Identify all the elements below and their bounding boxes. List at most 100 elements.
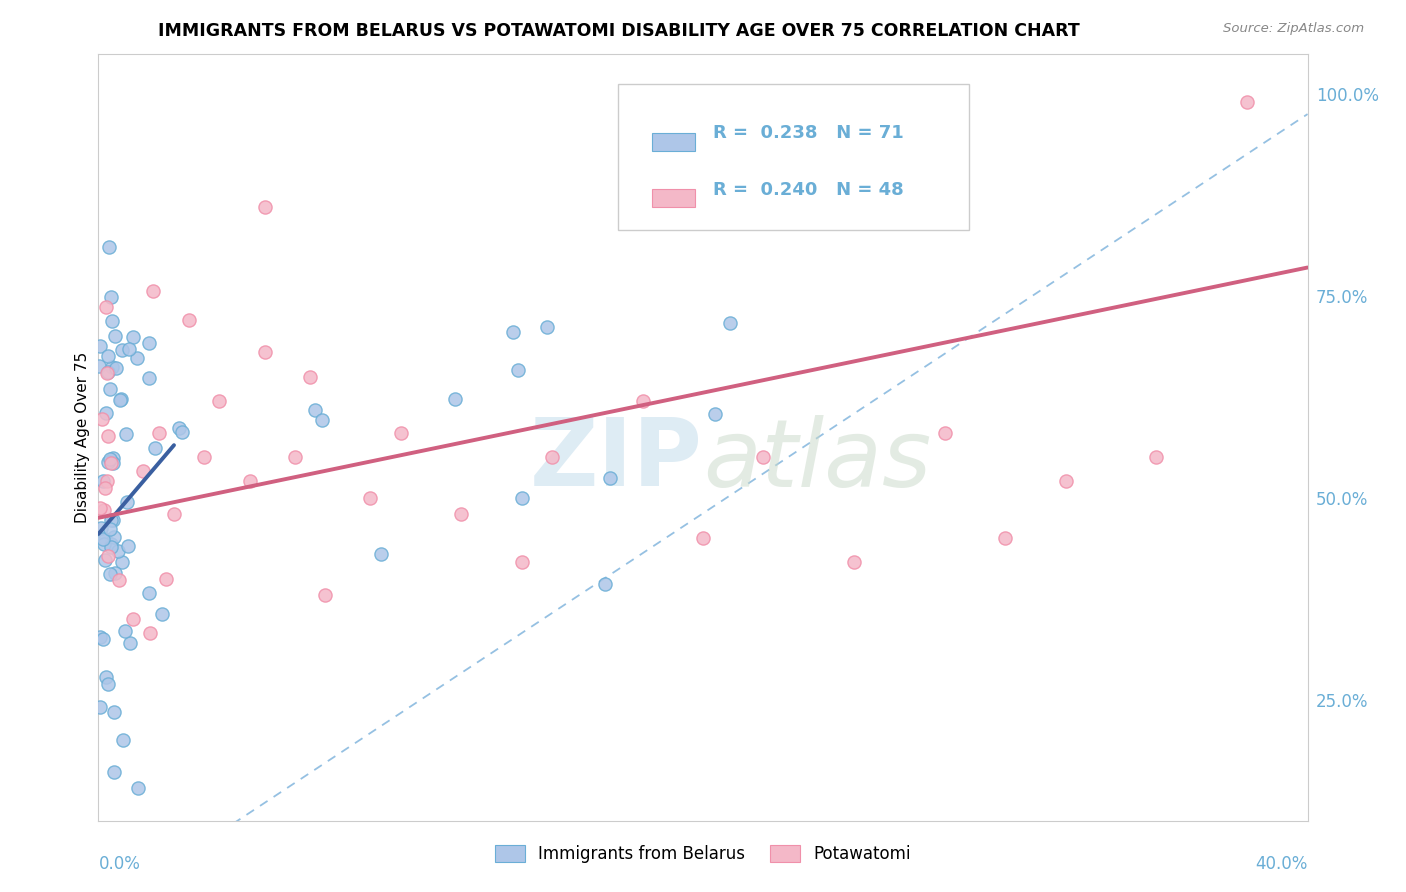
Point: [752, 450, 775, 465]
Text: Source: ZipAtlas.com: Source: ZipAtlas.com: [1223, 22, 1364, 36]
Point: [138, 371, 160, 385]
Point: [100, 289, 122, 303]
Point: [94, 553, 117, 567]
Point: [93, 502, 115, 516]
Point: [506, 363, 529, 377]
Point: [108, 573, 131, 587]
Point: [179, 313, 201, 327]
Point: [121, 611, 143, 625]
Point: [103, 765, 125, 780]
Point: [595, 576, 617, 591]
Point: [540, 450, 562, 465]
Point: [87, 359, 110, 374]
Point: [100, 513, 122, 527]
Point: [108, 392, 131, 407]
Point: [97, 455, 120, 469]
Point: [89, 500, 111, 515]
Point: [118, 342, 141, 356]
Point: [96, 475, 118, 489]
Point: [125, 351, 148, 365]
Point: [89, 700, 111, 714]
Point: [111, 343, 134, 358]
Point: [91, 532, 114, 546]
Point: [104, 328, 127, 343]
Point: [370, 547, 392, 561]
Point: [253, 200, 276, 214]
Point: [110, 392, 132, 406]
Y-axis label: Disability Age Over 75: Disability Age Over 75: [75, 351, 90, 523]
Point: [311, 413, 333, 427]
Point: [536, 320, 558, 334]
Point: [101, 450, 124, 465]
Point: [1054, 475, 1077, 489]
Point: [132, 464, 155, 478]
Point: [208, 393, 231, 408]
Point: [97, 349, 120, 363]
Legend: Immigrants from Belarus, Potawatomi: Immigrants from Belarus, Potawatomi: [488, 838, 918, 870]
Point: [96, 366, 118, 380]
Point: [104, 566, 127, 580]
Point: [97, 429, 120, 443]
Bar: [652, 133, 695, 151]
Point: [101, 456, 124, 470]
Point: [93, 632, 115, 647]
Point: [994, 531, 1017, 545]
Point: [253, 345, 276, 359]
Point: [100, 359, 122, 374]
Point: [284, 450, 307, 465]
Point: [93, 537, 115, 551]
Point: [170, 425, 193, 439]
Bar: [652, 189, 695, 207]
Point: [1144, 450, 1167, 465]
Point: [100, 540, 122, 554]
Point: [114, 624, 136, 638]
Point: [304, 403, 326, 417]
Point: [193, 450, 215, 465]
Text: ZIP: ZIP: [530, 414, 703, 506]
Text: R =  0.238   N = 71: R = 0.238 N = 71: [713, 124, 904, 142]
Point: [718, 316, 741, 330]
Point: [148, 425, 170, 440]
Point: [103, 530, 125, 544]
Point: [239, 475, 262, 489]
Point: [631, 393, 654, 408]
Point: [127, 781, 149, 796]
Text: IMMIGRANTS FROM BELARUS VS POTAWATOMI DISABILITY AGE OVER 75 CORRELATION CHART: IMMIGRANTS FROM BELARUS VS POTAWATOMI DI…: [157, 22, 1080, 40]
Text: 0.0%: 0.0%: [98, 855, 141, 873]
Point: [103, 706, 125, 720]
Point: [1236, 95, 1258, 109]
Point: [97, 240, 120, 254]
Point: [94, 481, 117, 495]
Text: 40.0%: 40.0%: [1256, 855, 1308, 873]
Point: [155, 572, 177, 586]
Point: [94, 532, 117, 546]
Point: [90, 412, 112, 426]
Point: [138, 585, 160, 599]
Point: [599, 471, 621, 485]
Point: [389, 425, 412, 440]
Point: [704, 407, 727, 421]
Point: [97, 366, 120, 380]
Point: [844, 555, 866, 569]
Point: [111, 732, 134, 747]
Point: [299, 369, 322, 384]
Point: [163, 507, 186, 521]
Point: [510, 491, 533, 505]
Point: [314, 588, 336, 602]
Point: [692, 531, 714, 545]
Point: [96, 300, 118, 314]
Point: [105, 361, 128, 376]
Point: [96, 670, 118, 684]
Point: [107, 543, 129, 558]
Point: [100, 456, 122, 470]
Point: [101, 513, 124, 527]
Point: [97, 677, 120, 691]
Point: [89, 339, 111, 353]
Point: [90, 521, 112, 535]
Point: [117, 539, 139, 553]
Text: atlas: atlas: [703, 415, 931, 506]
Point: [150, 607, 173, 622]
Text: R =  0.240   N = 48: R = 0.240 N = 48: [713, 181, 904, 199]
Point: [502, 325, 524, 339]
Point: [115, 495, 138, 509]
